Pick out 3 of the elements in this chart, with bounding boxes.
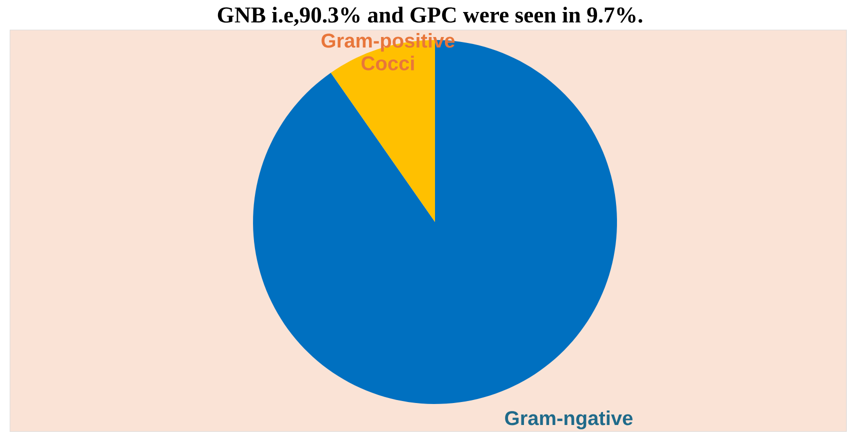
slice-label: Gram-ngative — [505, 410, 633, 430]
chart-title: GNB i.e,90.3% and GPC were seen in 9.7%. — [218, 6, 642, 26]
slice-label: Gram-positive Cocci — [322, 33, 455, 70]
